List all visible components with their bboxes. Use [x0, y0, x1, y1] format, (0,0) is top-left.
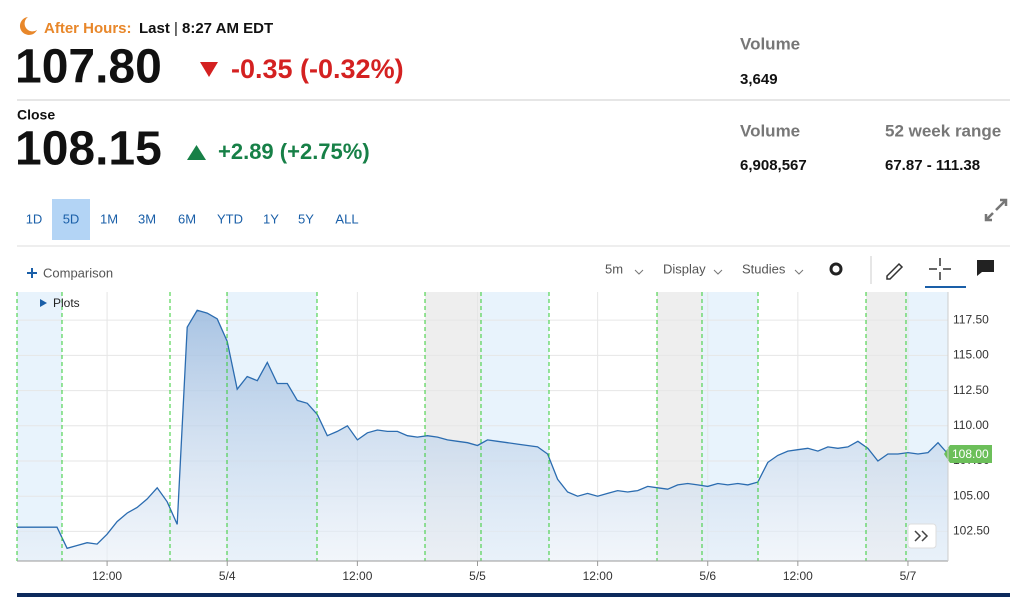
y-tick-label: 112.50 [953, 383, 989, 397]
last-price: 107.80 [15, 41, 162, 94]
plus-icon[interactable] [27, 268, 37, 278]
range-button[interactable]: 1D [26, 211, 43, 226]
last-change: -0.35 (-0.32%) [231, 54, 404, 84]
gear-icon[interactable] [829, 262, 843, 276]
volume-label: Volume [740, 121, 800, 140]
chevron [794, 269, 804, 275]
range-button[interactable]: ALL [335, 211, 358, 226]
range-button[interactable]: 1M [100, 211, 118, 226]
price-tag [944, 444, 992, 463]
last-label: Last [139, 20, 170, 37]
x-tick-label: 5/4 [219, 569, 236, 583]
range-selected [52, 199, 90, 240]
price-line [17, 309, 949, 550]
y-tick-label: 110.00 [953, 418, 989, 432]
footer-bar [17, 593, 1010, 597]
display[interactable]: Display [663, 261, 706, 276]
moon-icon [19, 17, 37, 35]
y-tick-label: 115.00 [953, 348, 989, 362]
up-arrow [187, 145, 206, 160]
range-button[interactable]: 5Y [298, 211, 314, 226]
range-button[interactable]: 6M [178, 211, 196, 226]
ah-volume-label: Volume [740, 34, 800, 53]
chevron [634, 269, 644, 275]
close-label: Close [17, 107, 55, 123]
chevron [713, 269, 723, 275]
range-label: 52 week range [885, 121, 1001, 140]
close-change: +2.89 (+2.75%) [218, 139, 370, 164]
down-arrow [200, 62, 218, 77]
x-tick-label: 5/5 [469, 569, 486, 583]
range-button[interactable]: 1Y [263, 211, 279, 226]
x-tick-label: 12:00 [342, 569, 372, 583]
scroll-icon [914, 530, 929, 542]
week-range: 67.87 - 111.38 [885, 157, 980, 174]
x-tick-label: 12:00 [783, 569, 813, 583]
x-tick-label: 12:00 [583, 569, 613, 583]
studies[interactable]: Studies [742, 261, 786, 276]
comparison[interactable]: Comparison [43, 265, 113, 280]
interval[interactable]: 5m [605, 261, 623, 276]
plots-toggle[interactable] [40, 299, 47, 307]
y-tick-label: 117.50 [953, 312, 989, 326]
close-price: 108.15 [15, 123, 162, 176]
time: 8:27 AM EDT [182, 20, 273, 37]
y-tick-label: 102.50 [953, 524, 990, 538]
comment-icon[interactable] [977, 260, 994, 276]
expand-icon[interactable] [984, 198, 1008, 222]
y-tick-label: 105.00 [953, 488, 990, 502]
volume: 6,908,567 [740, 157, 807, 174]
x-tick-label: 12:00 [92, 569, 122, 583]
x-tick-label: 5/6 [699, 569, 716, 583]
ah-volume: 3,649 [740, 71, 778, 88]
after-hours-label: After Hours: [44, 20, 132, 37]
range-button[interactable]: YTD [217, 211, 243, 226]
price-tag-label: 108.00 [952, 447, 989, 461]
price-area [17, 310, 948, 561]
range-button[interactable]: 5D [63, 211, 80, 226]
x-tick-label: 5/7 [900, 569, 917, 583]
separator: | [174, 20, 178, 37]
plots[interactable]: Plots [53, 296, 80, 310]
crosshair-icon[interactable] [929, 258, 951, 280]
draw-icon[interactable] [886, 262, 904, 280]
range-button[interactable]: 3M [138, 211, 156, 226]
scroll-button[interactable] [907, 523, 937, 549]
